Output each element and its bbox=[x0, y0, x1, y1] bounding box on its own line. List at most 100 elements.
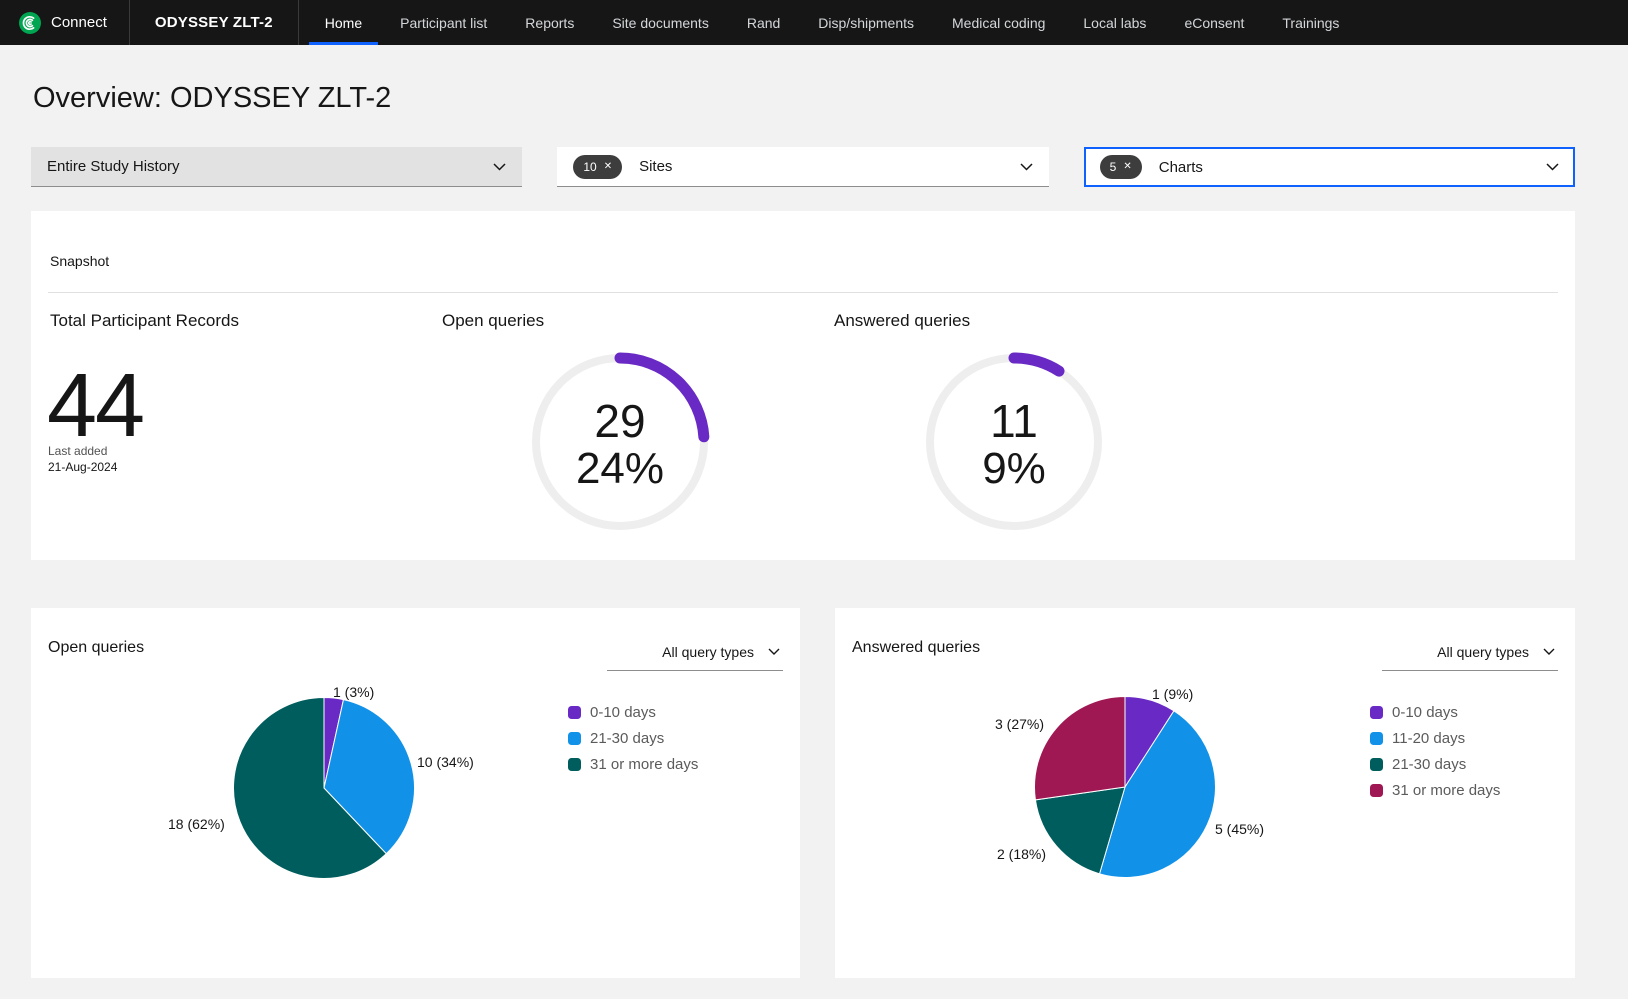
legend-item-21-30-days[interactable]: 21-30 days bbox=[1370, 756, 1500, 773]
legend-label: 31 or more days bbox=[1392, 782, 1501, 799]
study-history-dropdown[interactable]: Entire Study History bbox=[31, 147, 523, 187]
primary-nav: Home Participant list Reports Site docum… bbox=[306, 0, 1359, 45]
open-queries-heading: Open queries bbox=[442, 311, 545, 330]
nav-divider bbox=[128, 0, 130, 45]
chevron-down-icon bbox=[768, 648, 780, 656]
chevron-down-icon bbox=[493, 162, 506, 171]
nav-item-trainings[interactable]: Trainings bbox=[1282, 14, 1340, 31]
pie-data-label: 1 (9%) bbox=[1152, 686, 1194, 702]
pie-slice-31-or-more-days[interactable] bbox=[233, 696, 387, 879]
pie-slice-21-30-days[interactable] bbox=[323, 699, 415, 855]
legend-label: 21-30 days bbox=[590, 730, 665, 747]
pie-data-label: 2 (18%) bbox=[997, 846, 1047, 862]
open-queries-donut: 29 24% bbox=[530, 352, 710, 532]
charts-filter-tag[interactable]: 5 ✕ bbox=[1099, 155, 1142, 179]
page-title: Overview: ODYSSEY ZLT-2 bbox=[33, 82, 392, 114]
query-type-dropdown[interactable]: All query types bbox=[607, 634, 783, 671]
chevron-down-icon bbox=[1546, 163, 1559, 171]
clear-filter-icon[interactable]: ✕ bbox=[603, 160, 613, 172]
open-queries-donut-center: 29 24% bbox=[530, 352, 710, 532]
brand[interactable]: Connect bbox=[0, 0, 129, 45]
nav-item-local-labs[interactable]: Local labs bbox=[1083, 14, 1147, 31]
pie-data-label: 5 (45%) bbox=[1215, 821, 1265, 837]
pie-data-label: 3 (27%) bbox=[995, 716, 1045, 732]
legend-item-11-20-days[interactable]: 11-20 days bbox=[1370, 730, 1500, 747]
sites-filter-count: 10 bbox=[583, 159, 597, 174]
query-type-dropdown-value: All query types bbox=[1437, 644, 1529, 660]
nav-item-econsent[interactable]: eConsent bbox=[1184, 14, 1245, 31]
chevron-down-icon bbox=[1543, 648, 1555, 656]
filter-bar: Entire Study History 10 ✕ Sites 5 ✕ Char… bbox=[31, 147, 1575, 187]
legend-item-31-or-more-days[interactable]: 31 or more days bbox=[568, 756, 699, 773]
open-queries-percent: 24% bbox=[575, 444, 665, 494]
divider bbox=[48, 292, 1558, 293]
pie-data-label: 1 (3%) bbox=[333, 684, 375, 700]
legend-swatch bbox=[1370, 732, 1383, 745]
nav-item-participant-list[interactable]: Participant list bbox=[400, 14, 488, 31]
donut-progress-arc bbox=[530, 352, 710, 532]
brand-label: Connect bbox=[51, 14, 107, 31]
answered-queries-percent: 9% bbox=[982, 444, 1046, 494]
sites-dropdown-label: Sites bbox=[639, 158, 673, 175]
study-name: ODYSSEY ZLT-2 bbox=[154, 14, 273, 31]
nav-item-site-documents[interactable]: Site documents bbox=[612, 14, 709, 31]
pie-slice-21-30-days[interactable] bbox=[1034, 786, 1126, 875]
legend-swatch bbox=[1370, 706, 1383, 719]
donut-progress-arc bbox=[924, 352, 1104, 532]
sites-dropdown[interactable]: 10 ✕ Sites bbox=[557, 147, 1049, 187]
top-nav: Connect ODYSSEY ZLT-2 Home Participant l… bbox=[0, 0, 1628, 45]
query-type-dropdown-value: All query types bbox=[662, 644, 754, 660]
nav-item-medical-coding[interactable]: Medical coding bbox=[952, 14, 1046, 31]
legend-swatch bbox=[1370, 784, 1383, 797]
legend-label: 31 or more days bbox=[590, 756, 699, 773]
snapshot-title: Snapshot bbox=[50, 253, 110, 269]
open-queries-chart-card: Open queries All query types 1 (3%) 10 (… bbox=[31, 608, 800, 978]
legend-label: 11-20 days bbox=[1392, 730, 1466, 747]
legend-label: 21-30 days bbox=[1392, 756, 1467, 773]
pie-data-label: 18 (62%) bbox=[168, 816, 225, 832]
legend-swatch bbox=[568, 758, 581, 771]
total-participants-heading: Total Participant Records bbox=[50, 311, 239, 330]
pie-slice-11-20-days[interactable] bbox=[1098, 710, 1216, 878]
charts-dropdown[interactable]: 5 ✕ Charts bbox=[1083, 147, 1575, 187]
legend-label: 0-10 days bbox=[590, 704, 656, 721]
nav-item-disp-shipments[interactable]: Disp/shipments bbox=[818, 14, 914, 31]
legend-item-31-or-more-days[interactable]: 31 or more days bbox=[1370, 782, 1501, 799]
connect-logo-icon bbox=[19, 11, 41, 34]
card-title: Answered queries bbox=[852, 639, 981, 656]
pie-data-label: 10 (34%) bbox=[417, 754, 474, 770]
answered-queries-chart-card: Answered queries All query types 1 (9%) … bbox=[835, 608, 1575, 978]
last-added-label: Last added bbox=[48, 444, 108, 458]
open-queries-count: 29 bbox=[594, 395, 646, 448]
answered-queries-donut: 11 9% bbox=[924, 352, 1104, 532]
legend-label: 0-10 days bbox=[1392, 704, 1458, 721]
legend-swatch bbox=[568, 732, 581, 745]
nav-item-rand[interactable]: Rand bbox=[746, 14, 781, 31]
answered-queries-heading: Answered queries bbox=[834, 311, 971, 330]
card-title: Open queries bbox=[48, 639, 145, 656]
last-added-date: 21-Aug-2024 bbox=[48, 460, 118, 474]
legend-item-0-10-days[interactable]: 0-10 days bbox=[568, 704, 698, 721]
legend-swatch bbox=[568, 706, 581, 719]
legend: 0-10 days 11-20 days 21-30 days 31 or mo… bbox=[1370, 704, 1501, 809]
legend: 0-10 days 21-30 days 31 or more days bbox=[568, 704, 699, 783]
clear-filter-icon[interactable]: ✕ bbox=[1123, 161, 1132, 172]
answered-queries-donut-center: 11 9% bbox=[924, 352, 1104, 532]
nav-divider bbox=[297, 0, 299, 45]
answered-queries-pie bbox=[1034, 695, 1216, 878]
nav-item-reports[interactable]: Reports bbox=[525, 14, 575, 31]
answered-queries-count: 11 bbox=[990, 395, 1038, 448]
pie-slice-31-or-more-days[interactable] bbox=[1034, 695, 1126, 801]
sites-filter-tag[interactable]: 10 ✕ bbox=[573, 154, 623, 179]
charts-dropdown-label: Charts bbox=[1158, 158, 1203, 176]
legend-item-21-30-days[interactable]: 21-30 days bbox=[568, 730, 698, 747]
total-participants-value: 44 bbox=[47, 356, 145, 456]
legend-swatch bbox=[1370, 758, 1383, 771]
legend-item-0-10-days[interactable]: 0-10 days bbox=[1370, 704, 1500, 721]
chevron-down-icon bbox=[1020, 162, 1033, 171]
study-history-value: Entire Study History bbox=[47, 158, 180, 175]
snapshot-card: Snapshot Total Participant Records Open … bbox=[31, 211, 1575, 560]
nav-item-home[interactable]: Home bbox=[306, 0, 381, 45]
open-queries-pie bbox=[233, 696, 415, 879]
query-type-dropdown[interactable]: All query types bbox=[1382, 634, 1558, 671]
